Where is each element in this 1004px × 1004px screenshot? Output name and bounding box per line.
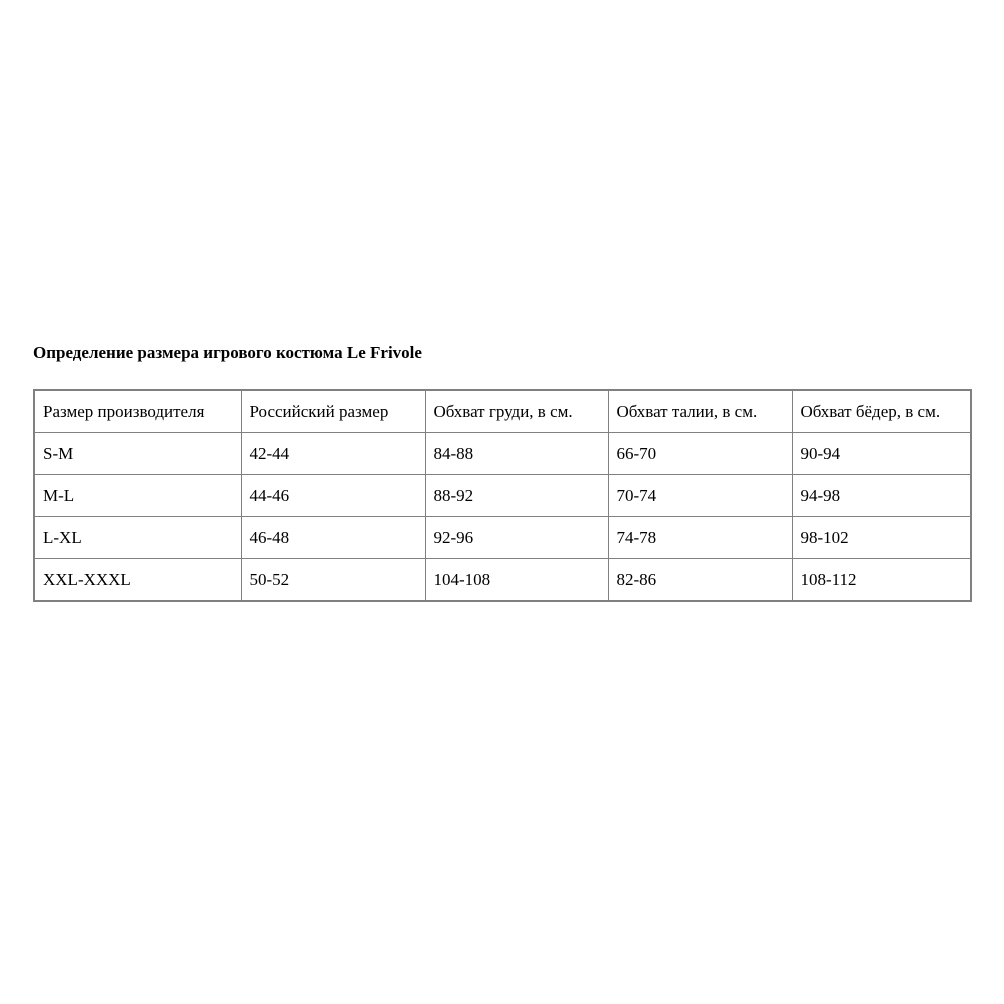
cell-hips: 94-98 <box>791 474 972 517</box>
cell-russian-size: 50-52 <box>240 558 426 602</box>
size-chart-table: Размер производителя Российский размер О… <box>33 389 972 602</box>
page-title: Определение размера игрового костюма Le … <box>33 343 422 362</box>
table-row: S-M 42-44 84-88 66-70 90-94 <box>33 432 972 475</box>
table-row: M-L 44-46 88-92 70-74 94-98 <box>33 474 972 517</box>
cell-hips: 108-112 <box>791 558 972 602</box>
cell-hips: 98-102 <box>791 516 972 559</box>
cell-manufacturer-size: XXL-XXXL <box>33 558 242 602</box>
cell-waist: 66-70 <box>607 432 793 475</box>
column-header-russian-size: Российский размер <box>240 389 426 433</box>
column-header-chest: Обхват груди, в см. <box>424 389 609 433</box>
cell-waist: 82-86 <box>607 558 793 602</box>
cell-chest: 104-108 <box>424 558 609 602</box>
size-chart-document: Определение размера игрового костюма Le … <box>33 343 972 602</box>
cell-chest: 92-96 <box>424 516 609 559</box>
column-header-manufacturer-size: Размер производителя <box>33 389 242 433</box>
cell-manufacturer-size: L-XL <box>33 516 242 559</box>
cell-hips: 90-94 <box>791 432 972 475</box>
cell-russian-size: 46-48 <box>240 516 426 559</box>
table-row: L-XL 46-48 92-96 74-78 98-102 <box>33 516 972 559</box>
cell-russian-size: 42-44 <box>240 432 426 475</box>
table-header-row: Размер производителя Российский размер О… <box>33 389 972 433</box>
cell-waist: 70-74 <box>607 474 793 517</box>
cell-manufacturer-size: M-L <box>33 474 242 517</box>
column-header-waist: Обхват талии, в см. <box>607 389 793 433</box>
cell-chest: 88-92 <box>424 474 609 517</box>
cell-manufacturer-size: S-M <box>33 432 242 475</box>
cell-russian-size: 44-46 <box>240 474 426 517</box>
cell-waist: 74-78 <box>607 516 793 559</box>
column-header-hips: Обхват бёдер, в см. <box>791 389 972 433</box>
cell-chest: 84-88 <box>424 432 609 475</box>
table-row: XXL-XXXL 50-52 104-108 82-86 108-112 <box>33 558 972 602</box>
